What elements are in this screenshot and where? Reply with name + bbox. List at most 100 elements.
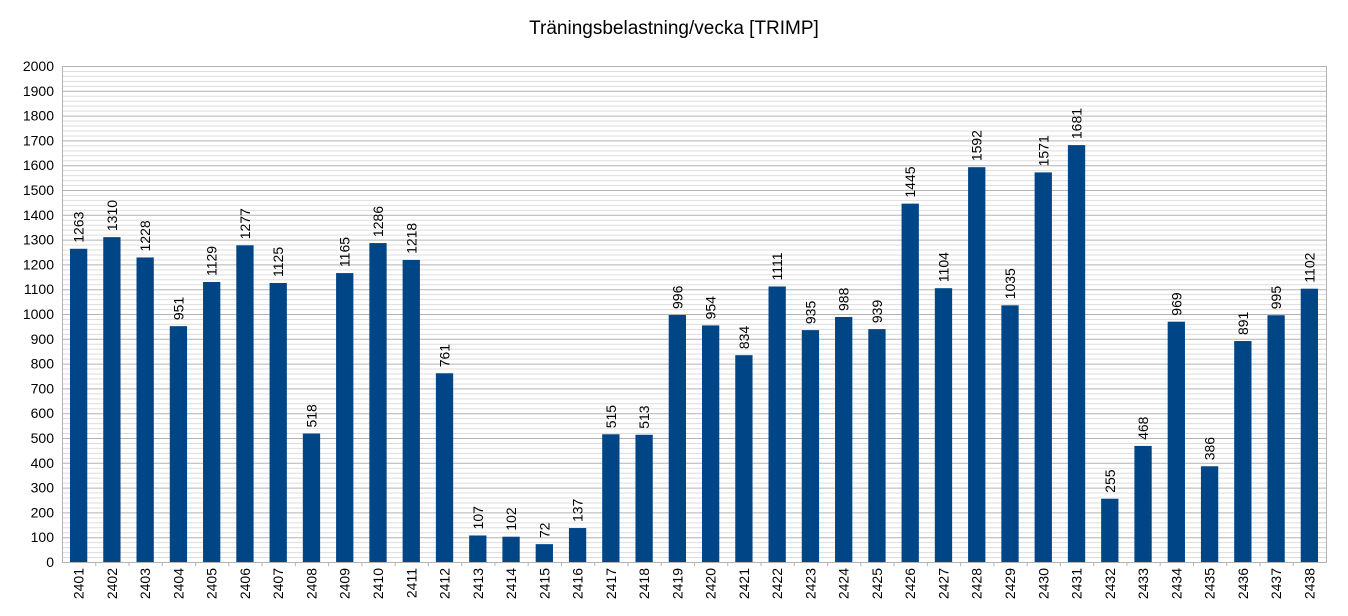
data-label-2423: 935 — [802, 301, 818, 325]
data-label-2426: 1445 — [902, 166, 918, 197]
x-tick-label-2430: 2430 — [1035, 568, 1051, 599]
x-tick-label-2435: 2435 — [1202, 568, 1218, 599]
data-label-2410: 1286 — [370, 206, 386, 237]
bar-2409 — [336, 273, 354, 562]
x-tick-label-2424: 2424 — [836, 568, 852, 599]
bar-2436 — [1234, 341, 1252, 562]
bar-2435 — [1200, 466, 1219, 562]
y-tick-label: 100 — [31, 529, 55, 545]
x-tick-label-2410: 2410 — [370, 568, 386, 599]
bar-2423 — [801, 330, 820, 562]
bar-2437 — [1267, 315, 1285, 562]
bar-2402 — [103, 237, 121, 562]
x-tick-label-2428: 2428 — [969, 568, 985, 599]
y-tick-label: 1100 — [24, 281, 54, 297]
data-label-2421: 834 — [736, 326, 752, 350]
x-tick-label-2406: 2406 — [237, 568, 253, 599]
bar-2422 — [768, 286, 786, 562]
x-tick-label-2429: 2429 — [1002, 568, 1018, 599]
bar-2425 — [868, 329, 886, 562]
y-tick-label: 1700 — [23, 132, 54, 148]
bar-2426 — [901, 203, 919, 562]
data-label-2418: 513 — [636, 405, 652, 429]
y-tick-label: 300 — [31, 480, 55, 496]
bars — [69, 145, 1319, 562]
bar-2421 — [735, 355, 753, 562]
bar-2405 — [203, 282, 221, 562]
bar-2431 — [1067, 145, 1086, 562]
data-label-2420: 954 — [703, 296, 719, 320]
x-tick-label-2419: 2419 — [669, 568, 685, 599]
bar-2407 — [269, 283, 287, 562]
bar-2414 — [502, 536, 520, 562]
axes: 0 100 200 300 400 500 600 700 800 900 1000 1100 1200… — [23, 58, 1318, 599]
bar-2404 — [169, 326, 188, 562]
x-tick-label-2423: 2423 — [802, 568, 818, 599]
x-tick-label-2431: 2431 — [1069, 568, 1085, 599]
bar-2418 — [635, 434, 653, 562]
data-label-2413: 107 — [470, 506, 486, 530]
data-label-2405: 1129 — [204, 246, 220, 276]
y-tick-label: 400 — [31, 455, 55, 471]
data-label-2432: 255 — [1102, 469, 1118, 493]
bar-2428 — [968, 167, 986, 562]
y-tick-label: 2000 — [23, 58, 54, 74]
data-label-2403: 1228 — [137, 220, 153, 251]
y-tick-label: 1900 — [23, 83, 54, 99]
bar-2419 — [668, 314, 687, 562]
y-tick-label: 700 — [31, 380, 55, 396]
y-tick-label: 1300 — [23, 232, 54, 248]
y-tick-label: 1600 — [23, 157, 54, 173]
data-label-2407: 1125 — [270, 247, 286, 277]
y-tick-label: 1800 — [23, 108, 54, 124]
x-tick-label-2415: 2415 — [536, 568, 552, 599]
x-tick-label-2422: 2422 — [769, 568, 785, 599]
bar-2412 — [435, 373, 454, 562]
bar-2438 — [1300, 288, 1319, 562]
x-tick-label-2433: 2433 — [1135, 568, 1151, 599]
y-tick-label: 1200 — [23, 256, 54, 272]
x-tick-label-2417: 2417 — [603, 568, 619, 599]
labels: 1263 1310 1228 951 1129 1277 1125 518 1165 1286 12… — [71, 108, 1318, 538]
y-tick-label: 800 — [31, 356, 55, 372]
bar-2434 — [1167, 321, 1185, 562]
bar-2429 — [1001, 305, 1019, 562]
y-tick-label: 900 — [31, 331, 55, 347]
x-tick-label-2420: 2420 — [703, 568, 719, 599]
data-label-2425: 939 — [869, 300, 885, 324]
data-label-2417: 515 — [603, 405, 619, 429]
data-label-2404: 951 — [170, 297, 186, 321]
data-label-2409: 1165 — [337, 237, 353, 267]
bar-2403 — [136, 257, 154, 562]
data-label-2402: 1310 — [104, 200, 120, 231]
x-tick-label-2425: 2425 — [869, 568, 885, 599]
data-label-2406: 1277 — [237, 208, 253, 239]
data-label-2427: 1104 — [935, 252, 951, 282]
data-label-2411: 1218 — [403, 223, 419, 254]
y-tick-label: 1000 — [23, 306, 54, 322]
y-tick-label: 200 — [31, 504, 55, 520]
data-label-2429: 1035 — [1002, 268, 1018, 299]
x-tick-label-2434: 2434 — [1168, 568, 1184, 599]
bar-2427 — [934, 288, 953, 562]
y-tick-label: 500 — [31, 430, 55, 446]
y-tick-label: 600 — [31, 405, 55, 421]
x-tick-label-2405: 2405 — [204, 568, 220, 599]
data-label-2415: 72 — [536, 522, 552, 538]
x-tick-label-2402: 2402 — [104, 568, 120, 599]
data-label-2436: 891 — [1235, 311, 1251, 335]
data-label-2435: 386 — [1202, 437, 1218, 461]
data-label-2431: 1681 — [1069, 108, 1085, 139]
data-label-2434: 969 — [1168, 292, 1184, 316]
data-label-2424: 988 — [836, 287, 852, 311]
x-tick-label-2404: 2404 — [170, 568, 186, 599]
x-tick-label-2408: 2408 — [303, 568, 319, 599]
bar-2410 — [369, 243, 387, 562]
data-label-2401: 1263 — [71, 211, 87, 242]
bar-2406 — [236, 245, 254, 562]
x-tick-label-2416: 2416 — [570, 568, 586, 599]
bar-2424 — [835, 316, 853, 562]
data-label-2437: 995 — [1268, 286, 1284, 310]
x-tick-label-2438: 2438 — [1301, 568, 1317, 599]
